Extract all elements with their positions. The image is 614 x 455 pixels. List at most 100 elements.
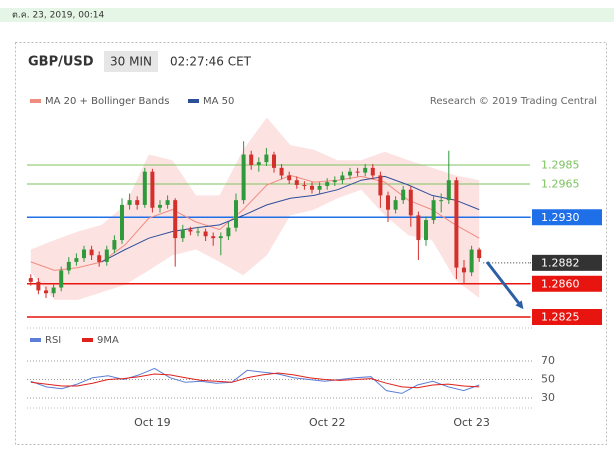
candle-body: [431, 200, 436, 221]
legend-label: MA 50: [203, 96, 234, 107]
candle-body: [272, 154, 276, 168]
frame: [15, 42, 607, 445]
candle-body: [302, 184, 307, 186]
x-tick-label: Oct 19: [134, 416, 171, 429]
level-label: 1.2825: [541, 311, 580, 324]
candle-body: [203, 231, 208, 237]
legend-swatch: [30, 99, 41, 103]
candle-body: [446, 180, 451, 201]
legend: MA 20 + Bollinger Bands MA 50: [30, 96, 234, 107]
candle-body: [401, 189, 406, 201]
candle-body: [454, 180, 459, 268]
candle-body: [249, 154, 254, 165]
candle-body: [287, 175, 292, 181]
candle-body: [59, 270, 64, 288]
levels-layer: 1.2985 1.2965 1.2930 1.2882 1.2860 1.2825: [27, 159, 602, 325]
candle-body: [355, 171, 360, 173]
candle-body: [234, 200, 238, 228]
candle-body: [120, 204, 124, 241]
candle-body: [51, 287, 56, 294]
y-tick-label: 50: [541, 373, 555, 386]
candle-body: [340, 175, 345, 181]
candle-body: [370, 167, 375, 176]
clock: 02:27:46 CET: [170, 55, 252, 69]
candle-body: [325, 182, 330, 186]
candle-body: [256, 162, 261, 165]
candle-body: [165, 200, 170, 205]
candle-body: [363, 167, 368, 173]
candle-body: [279, 167, 284, 176]
x-tick-label: Oct 22: [309, 416, 346, 429]
level-box: [532, 309, 602, 325]
candle-body: [44, 290, 48, 294]
legend-label: RSI: [45, 335, 61, 346]
candle-body: [28, 278, 33, 282]
band-layer: [30, 117, 480, 300]
rsi-line: [30, 372, 480, 389]
level-label: 1.2860: [541, 277, 580, 290]
rsi-line: [30, 367, 480, 394]
candle-body: [211, 236, 216, 239]
symbol: GBP/USD: [28, 55, 94, 70]
candle-body: [264, 154, 269, 163]
candle-body: [386, 195, 390, 210]
level-box: [532, 275, 602, 292]
candle-body: [332, 180, 337, 183]
candle-body: [408, 189, 413, 216]
candle-body: [82, 249, 86, 259]
rsi-panel: 30 50 70 RSI 9MA: [27, 335, 555, 404]
timestamp: ต.ค. 23, 2019, 00:14: [12, 11, 104, 21]
candle-body: [89, 249, 94, 256]
candle-body: [66, 261, 71, 271]
bollinger-band: [30, 117, 480, 300]
moving-average: [101, 175, 480, 263]
candle-body: [469, 249, 474, 273]
legend-swatch: [82, 338, 93, 342]
candle-body: [173, 200, 178, 239]
candle-body: [226, 227, 231, 237]
candle-body: [378, 175, 383, 196]
candle-body: [218, 236, 223, 239]
candle-body: [424, 220, 428, 241]
level-label: 1.2930: [541, 211, 580, 224]
candle-body: [36, 281, 41, 291]
candle-body: [241, 154, 246, 201]
level-label: 1.2985: [541, 159, 580, 172]
candle-body: [188, 229, 193, 232]
legend-swatch: [188, 99, 199, 103]
x-tick-label: Oct 23: [453, 416, 490, 429]
x-axis: Oct 19 Oct 22 Oct 23: [134, 416, 490, 429]
forecast-arrow: [485, 261, 524, 310]
candle-body: [196, 231, 200, 233]
candle-body: [317, 185, 322, 190]
legend-swatch: [30, 338, 41, 342]
candle-body: [104, 249, 109, 262]
candle-body: [158, 204, 162, 208]
candle-body: [74, 258, 79, 262]
candle-body: [135, 200, 140, 205]
candle-body: [97, 255, 102, 262]
level-box: [532, 254, 602, 271]
candle-body: [348, 171, 352, 176]
legend-label: 9MA: [97, 335, 119, 346]
candle-body: [416, 215, 421, 241]
candle-body: [310, 185, 314, 190]
candle-body: [294, 180, 299, 185]
candle-body: [127, 200, 132, 205]
candle-body: [462, 267, 466, 273]
candle-body: [112, 240, 117, 250]
candle-body: [180, 229, 185, 239]
candle-body: [477, 249, 482, 259]
candle-body: [150, 171, 155, 208]
y-tick-label: 70: [541, 354, 555, 367]
candle-body: [393, 200, 398, 210]
candle-body: [142, 171, 147, 205]
y-tick-label: 30: [541, 391, 555, 404]
legend-label: MA 20 + Bollinger Bands: [45, 96, 169, 107]
level-box: [532, 209, 602, 226]
level-label: 1.2882: [541, 256, 580, 269]
date-strip: [0, 8, 614, 22]
timeframe-box: [104, 51, 158, 72]
timeframe: 30 MIN: [110, 55, 152, 69]
